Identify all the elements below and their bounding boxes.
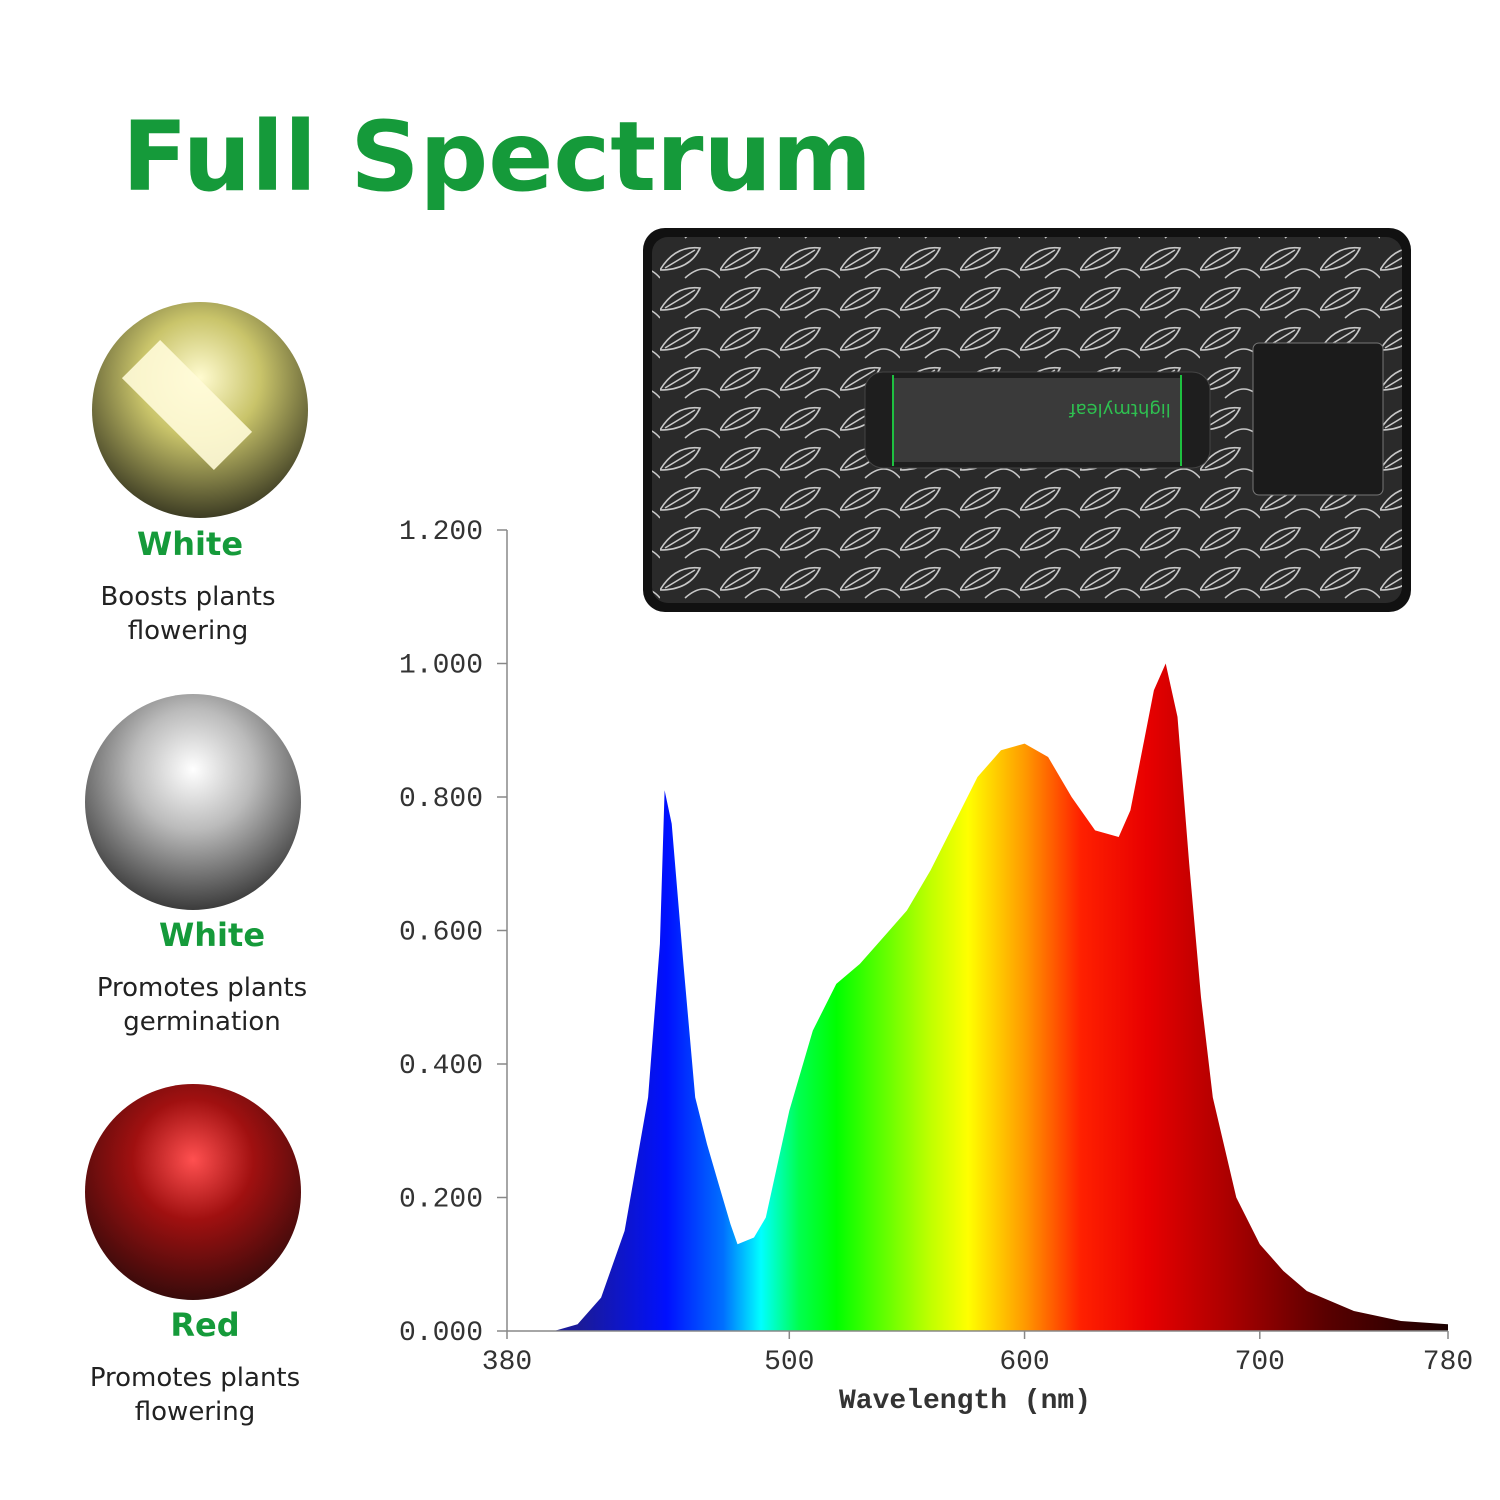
spectrum-area	[507, 663, 1448, 1331]
x-tick-label: 700	[1235, 1347, 1285, 1378]
y-tick-label: 0.000	[399, 1318, 483, 1349]
led-description: flowering	[128, 616, 248, 646]
y-tick-label: 1.200	[399, 517, 483, 548]
led-description: Boosts plants	[100, 582, 275, 612]
led-name: Red	[170, 1306, 239, 1344]
x-tick-label: 600	[999, 1347, 1049, 1378]
x-tick-label: 500	[764, 1347, 814, 1378]
led-name: White	[137, 525, 243, 563]
y-tick-label: 0.400	[399, 1051, 483, 1082]
led-description: germination	[123, 1007, 281, 1037]
led-image	[85, 1084, 301, 1300]
page-title: Full Spectrum	[122, 101, 872, 213]
product-image: lightmyleaf	[643, 228, 1411, 612]
y-tick-label: 0.600	[399, 918, 483, 949]
led-description: Promotes plants	[97, 973, 307, 1003]
led-description: flowering	[135, 1397, 255, 1427]
led-image	[85, 694, 301, 910]
x-tick-label: 380	[482, 1347, 532, 1378]
led-name: White	[159, 916, 265, 954]
led-description: Promotes plants	[90, 1363, 300, 1393]
y-tick-label: 0.200	[399, 1185, 483, 1216]
y-tick-label: 1.000	[399, 651, 483, 682]
x-axis-label: Wavelength (nm)	[839, 1386, 1091, 1417]
x-tick-label: 780	[1423, 1347, 1473, 1378]
brand-logo: lightmyleaf	[1069, 399, 1171, 420]
y-tick-label: 0.800	[399, 784, 483, 815]
